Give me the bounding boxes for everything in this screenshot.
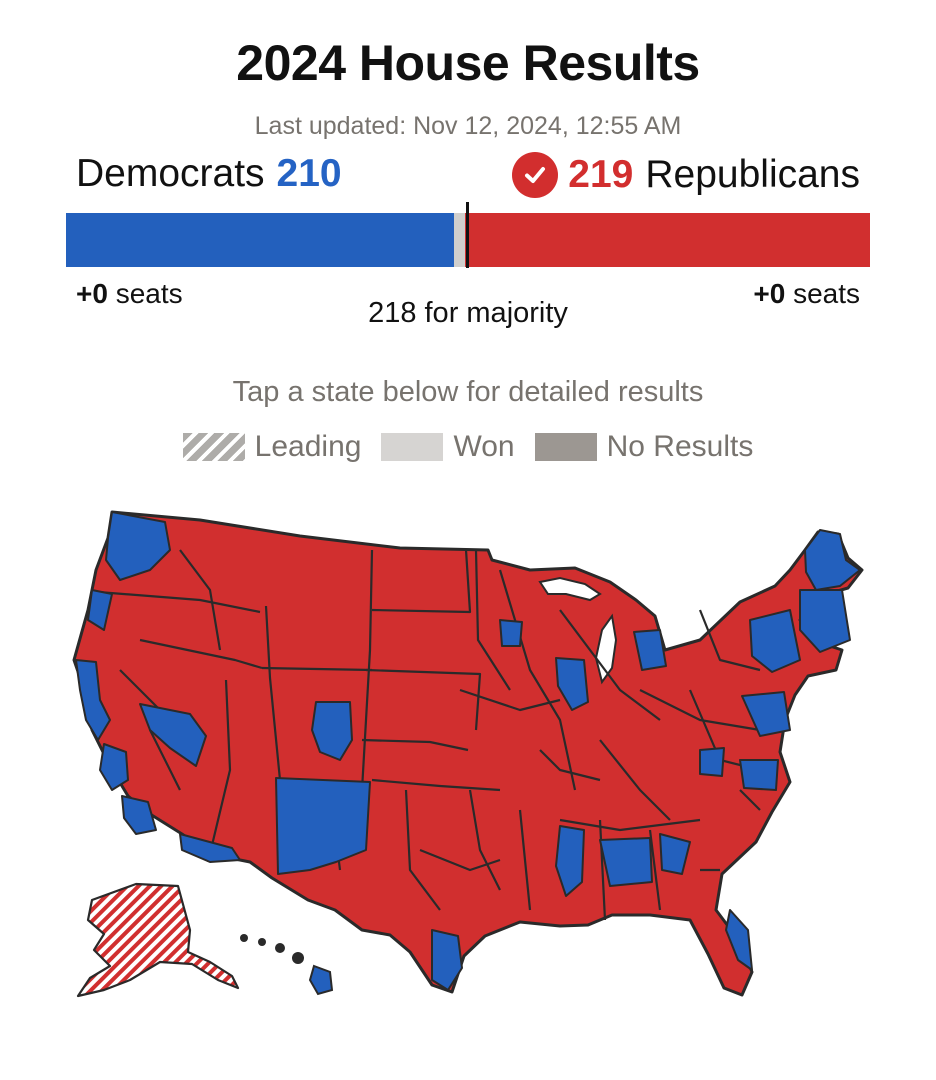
map-hint: Tap a state below for detailed results (232, 376, 704, 408)
no-results-swatch (534, 433, 597, 461)
mississippi-dem-district (555, 825, 585, 897)
majority-label: 218 for majority (368, 297, 568, 329)
undecided-bar-segment (454, 213, 466, 267)
oregon-coast-dem-district (87, 589, 113, 631)
legend-no-results-label: No Results (606, 430, 754, 463)
legend-leading-label: Leading (254, 430, 362, 463)
new-england-dem-district (799, 589, 851, 653)
mid-atlantic-dem-district (741, 691, 791, 737)
lake-superior (538, 576, 602, 602)
new-york-dem-district (749, 609, 801, 673)
arizona-south-dem-district (179, 833, 241, 863)
democrats-header: Democrats 210 (76, 152, 342, 196)
democrats-seat-change: +0 seats (76, 278, 183, 309)
district-borders (97, 549, 801, 921)
legend-leading: Leading (182, 430, 362, 464)
republicans-seat-count: 219 (568, 153, 634, 196)
legend-won: Won (381, 430, 515, 464)
georgia-dem-district (659, 833, 691, 875)
north-carolina-dem-district (739, 759, 779, 791)
winner-check-icon (512, 152, 559, 198)
alaska-leading[interactable] (76, 882, 240, 998)
maine-dem-district (804, 529, 861, 591)
leading-swatch (182, 433, 245, 461)
los-angeles-dem-district (121, 795, 157, 835)
won-swatch (381, 433, 444, 461)
republicans-header: 219 Republicans (512, 152, 860, 198)
nevada-dem-district (139, 703, 207, 767)
south-texas-dem-district (431, 929, 463, 991)
page-title: 2024 House Results (236, 35, 700, 91)
republicans-label: Republicans (645, 153, 860, 196)
democrat-districts[interactable] (75, 511, 861, 991)
map-legend: Leading Won No Results (0, 430, 936, 464)
bay-area-dem-district (99, 743, 129, 791)
democrats-bar-segment (66, 213, 455, 267)
new-mexico-dem-district (275, 777, 371, 875)
legend-no-results: No Results (534, 430, 754, 464)
illinois-dem-district (555, 657, 589, 711)
northern-california-dem-district (75, 659, 111, 741)
alabama-dem-district (599, 837, 653, 887)
us-house-results-map[interactable] (0, 490, 936, 1030)
republicans-seat-change: +0 seats (753, 278, 860, 309)
michigan-dem-district (633, 629, 667, 671)
colorado-dem-district (311, 701, 353, 761)
virginia-dem-district (699, 747, 725, 777)
florida-dem-district (725, 909, 753, 971)
republicans-bar-segment (465, 213, 870, 267)
minnesota-dem-district (499, 619, 523, 647)
majority-marker (466, 202, 469, 268)
democrats-seat-count: 210 (276, 152, 342, 195)
democrats-label: Democrats (76, 152, 265, 195)
washington-dem-district (105, 511, 171, 581)
hawaii[interactable] (240, 934, 334, 996)
last-updated: Last updated: Nov 12, 2024, 12:55 AM (254, 112, 682, 140)
legend-won-label: Won (453, 430, 515, 463)
